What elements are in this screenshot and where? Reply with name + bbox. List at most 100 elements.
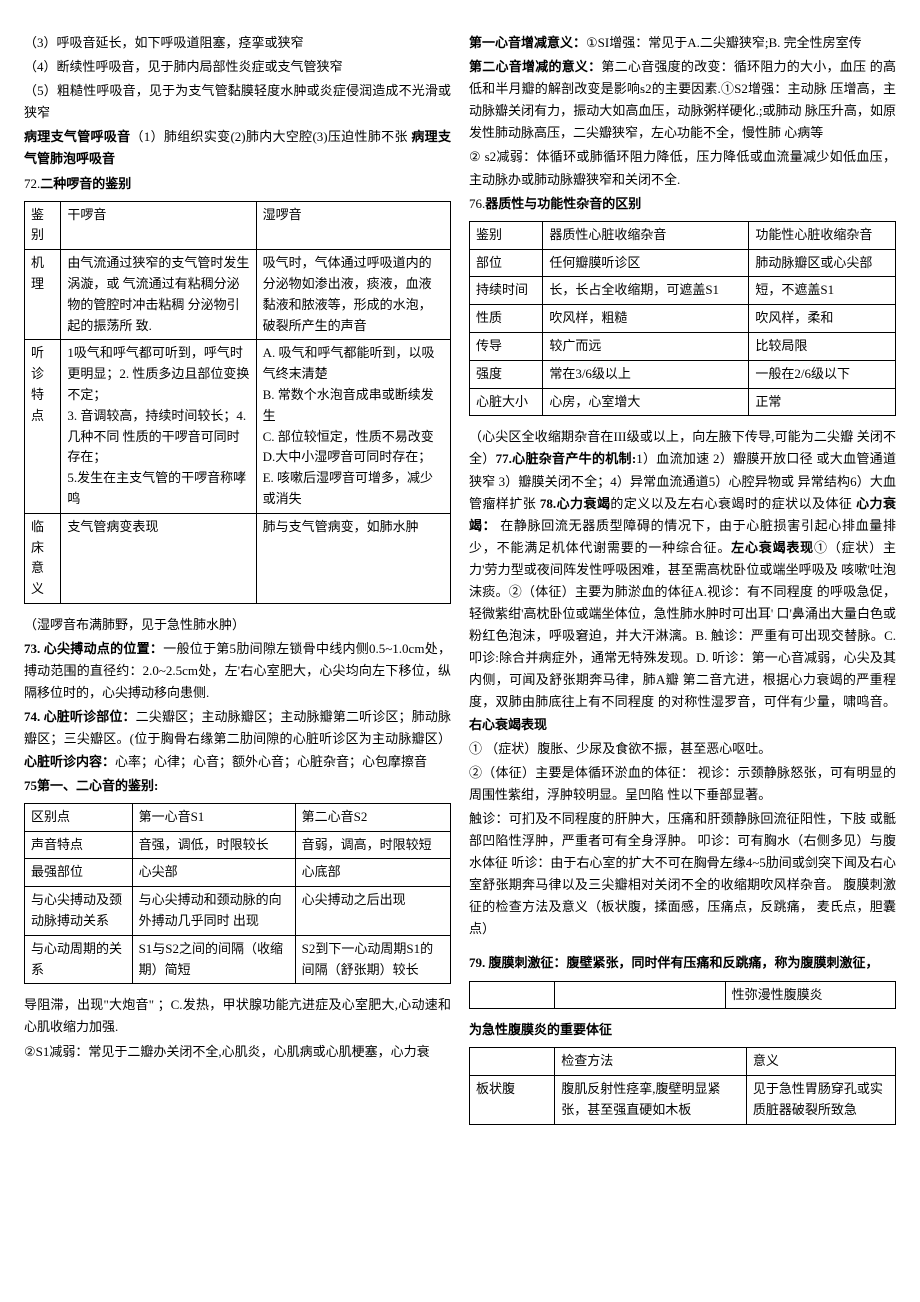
section-79-title2: 为急性腹膜炎的重要体征 <box>469 1019 896 1041</box>
p78-bold3: 左心衰竭表现 <box>731 540 814 555</box>
p78-bold4: 右心衰竭表现 <box>469 717 547 732</box>
left-column: （3）呼吸音延长，如下呼吸道阻塞，痉挛或狭窄 （4）断续性呼吸音，见于肺内局部性… <box>24 30 451 1135</box>
cell: 第二心音S2 <box>295 803 450 831</box>
table-row: 心脏大小心房，心室增大正常 <box>470 388 896 416</box>
cell <box>555 981 725 1009</box>
table-row: 部位任何瓣膜听诊区肺动脉瓣区或心尖部 <box>470 249 896 277</box>
p1-bold: 第一心音增减意义： <box>469 35 586 50</box>
table-row: 与心尖搏动及颈动脉搏动关系与心尖搏动和颈动脉的向外搏动几乎同时 出现心尖搏动之后… <box>25 887 451 936</box>
section-74: 74. 心脏听诊部位：二尖瓣区；主动脉瓣区；主动脉瓣第二听诊区；肺动脉瓣区；三尖… <box>24 706 451 772</box>
cell: 音强，调低，时限较长 <box>132 831 295 859</box>
table-row: 与心动周期的关系S1与S2之间的间隔（收缩期）简短S2到下一心动周期S1的间隔（… <box>25 935 451 984</box>
s76-title: 器质性与功能性杂音的区别 <box>485 196 641 211</box>
section-79-heading: 79. 腹膜刺激征：腹壁紧张，同时伴有压痛和反跳痛，称为腹膜刺激征， <box>469 952 896 974</box>
table-row: 机理由气流通过狭窄的支气管时发生涡漩，或 气流通过有粘稠分泌 物的管腔时冲击粘稠… <box>25 250 451 340</box>
cell: 心尖部 <box>132 859 295 887</box>
p78-bold: 78.心力衰竭 <box>540 496 610 511</box>
para-s2-meaning: 第二心音增减的意义：第二心音强度的改变：循环阻力的大小，血压 的高低和半月瓣的解… <box>469 56 896 144</box>
cell: 临床意义 <box>25 513 61 603</box>
p78-txt3: ①（症状）主力'劳力型或夜间阵发性呼吸困难，甚至需高枕卧位或端坐呼吸及 咳嗽'吐… <box>469 540 896 710</box>
cell: 传导 <box>470 332 543 360</box>
cell: 湿啰音 <box>256 201 450 250</box>
s72-title: 二种啰音的鉴别 <box>40 176 131 191</box>
table-row: 鉴别干啰音湿啰音 <box>25 201 451 250</box>
para-right-hf-3: 触诊：可扪及不同程度的肝肿大，压痛和肝颈静脉回流征阳性，下肢 或骶部凹陷性浮肿，… <box>469 808 896 941</box>
cell: 机理 <box>25 250 61 340</box>
table-row: 强度常在3/6级以上一般在2/6级以下 <box>470 360 896 388</box>
cell: 肺与支气管病变，如肺水肿 <box>256 513 450 603</box>
cell: S1与S2之间的间隔（收缩期）简短 <box>132 935 295 984</box>
cell: 与心尖搏动及颈动脉搏动关系 <box>25 887 133 936</box>
cell: 最强部位 <box>25 859 133 887</box>
cell: 肺动脉瓣区或心尖部 <box>749 249 896 277</box>
table-76: 鉴别器质性心脏收缩杂音功能性心脏收缩杂音 部位任何瓣膜听诊区肺动脉瓣区或心尖部 … <box>469 221 896 417</box>
cell: A. 吸气和呼气都能听到，以吸气终末清楚 B. 常数个水泡音成串或断续发生 C.… <box>256 340 450 513</box>
table-row: 传导较广而远比较局限 <box>470 332 896 360</box>
cell: 器质性心脏收缩杂音 <box>543 221 749 249</box>
cell: 听诊特点 <box>25 340 61 513</box>
cell: 任何瓣膜听诊区 <box>543 249 749 277</box>
para-right-hf-2: ②（体征）主要是体循环淤血的体征： 视诊：示颈静脉怒张，可有明显的周围性紫绀，浮… <box>469 762 896 806</box>
para-wet-note: （湿啰音布满肺野，见于急性肺水肿） <box>24 614 451 636</box>
s73-bold: 73. 心尖搏动点的位置： <box>24 641 163 656</box>
para-right-hf-1: ① （症状）腹胀、少尿及食欲不振，甚至恶心呕吐。 <box>469 738 896 760</box>
cell: 与心尖搏动和颈动脉的向外搏动几乎同时 出现 <box>132 887 295 936</box>
cell: 1吸气和呼气都可听到，呼气时更明显；2. 性质多边且部位变换不定； 3. 音调较… <box>61 340 256 513</box>
cell: 部位 <box>470 249 543 277</box>
table-row: 最强部位心尖部心底部 <box>25 859 451 887</box>
cell: 意义 <box>746 1048 895 1076</box>
txt-bronchial: （1）肺组织实变(2)肺内大空腔(3)压迫性肺不张 <box>130 129 411 144</box>
cell: 一般在2/6级以下 <box>749 360 896 388</box>
s76-num: 76. <box>469 196 485 211</box>
cell: 音弱，调高，时限较短 <box>295 831 450 859</box>
cell: 检查方法 <box>555 1048 747 1076</box>
para-tail2: ②S1减弱：常见于二瓣办关闭不全,心肌炎，心肌病或心肌梗塞，心力衰 <box>24 1041 451 1063</box>
table-79a: 性弥漫性腹膜炎 <box>469 981 896 1010</box>
para-s1-meaning: 第一心音增减意义：①SI增强：常见于A.二尖瓣狭窄;B. 完全性房室传 <box>469 32 896 54</box>
cell: 强度 <box>470 360 543 388</box>
cell: 心底部 <box>295 859 450 887</box>
table-row: 鉴别器质性心脏收缩杂音功能性心脏收缩杂音 <box>470 221 896 249</box>
section-76-heading: 76.器质性与功能性杂音的区别 <box>469 193 896 215</box>
table-79b: 检查方法意义 板状腹腹肌反射性痉挛,腹壁明显紧张，甚至强直硬如木板见于急性胃肠穿… <box>469 1047 896 1124</box>
p77-bold: 77.心脏杂音产牛的机制: <box>496 451 637 466</box>
table-row: 性质吹风样，粗糙吹风样，柔和 <box>470 305 896 333</box>
cell: 鉴别 <box>470 221 543 249</box>
cell: 见于急性胃肠穿孔或实质脏器破裂所致急 <box>746 1076 895 1125</box>
para-4: （4）断续性呼吸音，见于肺内局部性炎症或支气管狭窄 <box>24 56 451 78</box>
table-row: 检查方法意义 <box>470 1048 896 1076</box>
table-row: 听诊特点1吸气和呼气都可听到，呼气时更明显；2. 性质多边且部位变换不定； 3.… <box>25 340 451 513</box>
cell: 板状腹 <box>470 1076 555 1125</box>
cell: 腹肌反射性痉挛,腹壁明显紧张，甚至强直硬如木板 <box>555 1076 747 1125</box>
cell: 较广而远 <box>543 332 749 360</box>
cell: 性弥漫性腹膜炎 <box>725 981 895 1009</box>
para-5: （5）粗糙性呼吸音，见于为支气管黏膜轻度水肿或炎症侵润造成不光滑或狭窄 <box>24 80 451 124</box>
right-column: 第一心音增减意义：①SI增强：常见于A.二尖瓣狭窄;B. 完全性房室传 第二心音… <box>469 30 896 1135</box>
cell: 与心动周期的关系 <box>25 935 133 984</box>
s74-bold2: 心脏听诊内容： <box>24 754 115 769</box>
table-row: 持续时间长，长占全收缩期，可遮盖S1短，不遮盖S1 <box>470 277 896 305</box>
para-s2-weak: ② s2减弱：体循环或肺循环阻力降低，压力降低或血流量减少如低血压，主动脉办或肺… <box>469 146 896 190</box>
cell: 心尖搏动之后出现 <box>295 887 450 936</box>
cell: S2到下一心动周期S1的间隔（舒张期）较长 <box>295 935 450 984</box>
para-77-78: （心尖区全收缩期杂音在III级或以上，向左腋下传导,可能为二尖瓣 关闭不全）77… <box>469 426 896 735</box>
cell: 区别点 <box>25 803 133 831</box>
cell: 鉴别 <box>25 201 61 250</box>
section-72-heading: 72.二种啰音的鉴别 <box>24 173 451 195</box>
cell: 支气管病变表现 <box>61 513 256 603</box>
table-row: 板状腹腹肌反射性痉挛,腹壁明显紧张，甚至强直硬如木板见于急性胃肠穿孔或实质脏器破… <box>470 1076 896 1125</box>
p2-bold: 第二心音增减的意义： <box>469 59 601 74</box>
cell: 第一心音S1 <box>132 803 295 831</box>
table-row: 临床意义支气管病变表现肺与支气管病变，如肺水肿 <box>25 513 451 603</box>
cell: 由气流通过狭窄的支气管时发生涡漩，或 气流通过有粘稠分泌 物的管腔时冲击粘稠 分… <box>61 250 256 340</box>
cell: 性质 <box>470 305 543 333</box>
cell: 持续时间 <box>470 277 543 305</box>
cell: 心房，心室增大 <box>543 388 749 416</box>
para-tail1: 导阻滞，出现"大炮音" ；C.发热，甲状腺功能亢进症及心室肥大,心动速和心肌收缩… <box>24 994 451 1038</box>
p78-txt: 的定义以及左右心衰竭时的症状以及体征 <box>610 496 856 511</box>
cell <box>470 981 555 1009</box>
cell: 声音特点 <box>25 831 133 859</box>
cell: 吹风样，粗糙 <box>543 305 749 333</box>
table-row: 声音特点音强，调低，时限较长音弱，调高，时限较短 <box>25 831 451 859</box>
cell: 短，不遮盖S1 <box>749 277 896 305</box>
